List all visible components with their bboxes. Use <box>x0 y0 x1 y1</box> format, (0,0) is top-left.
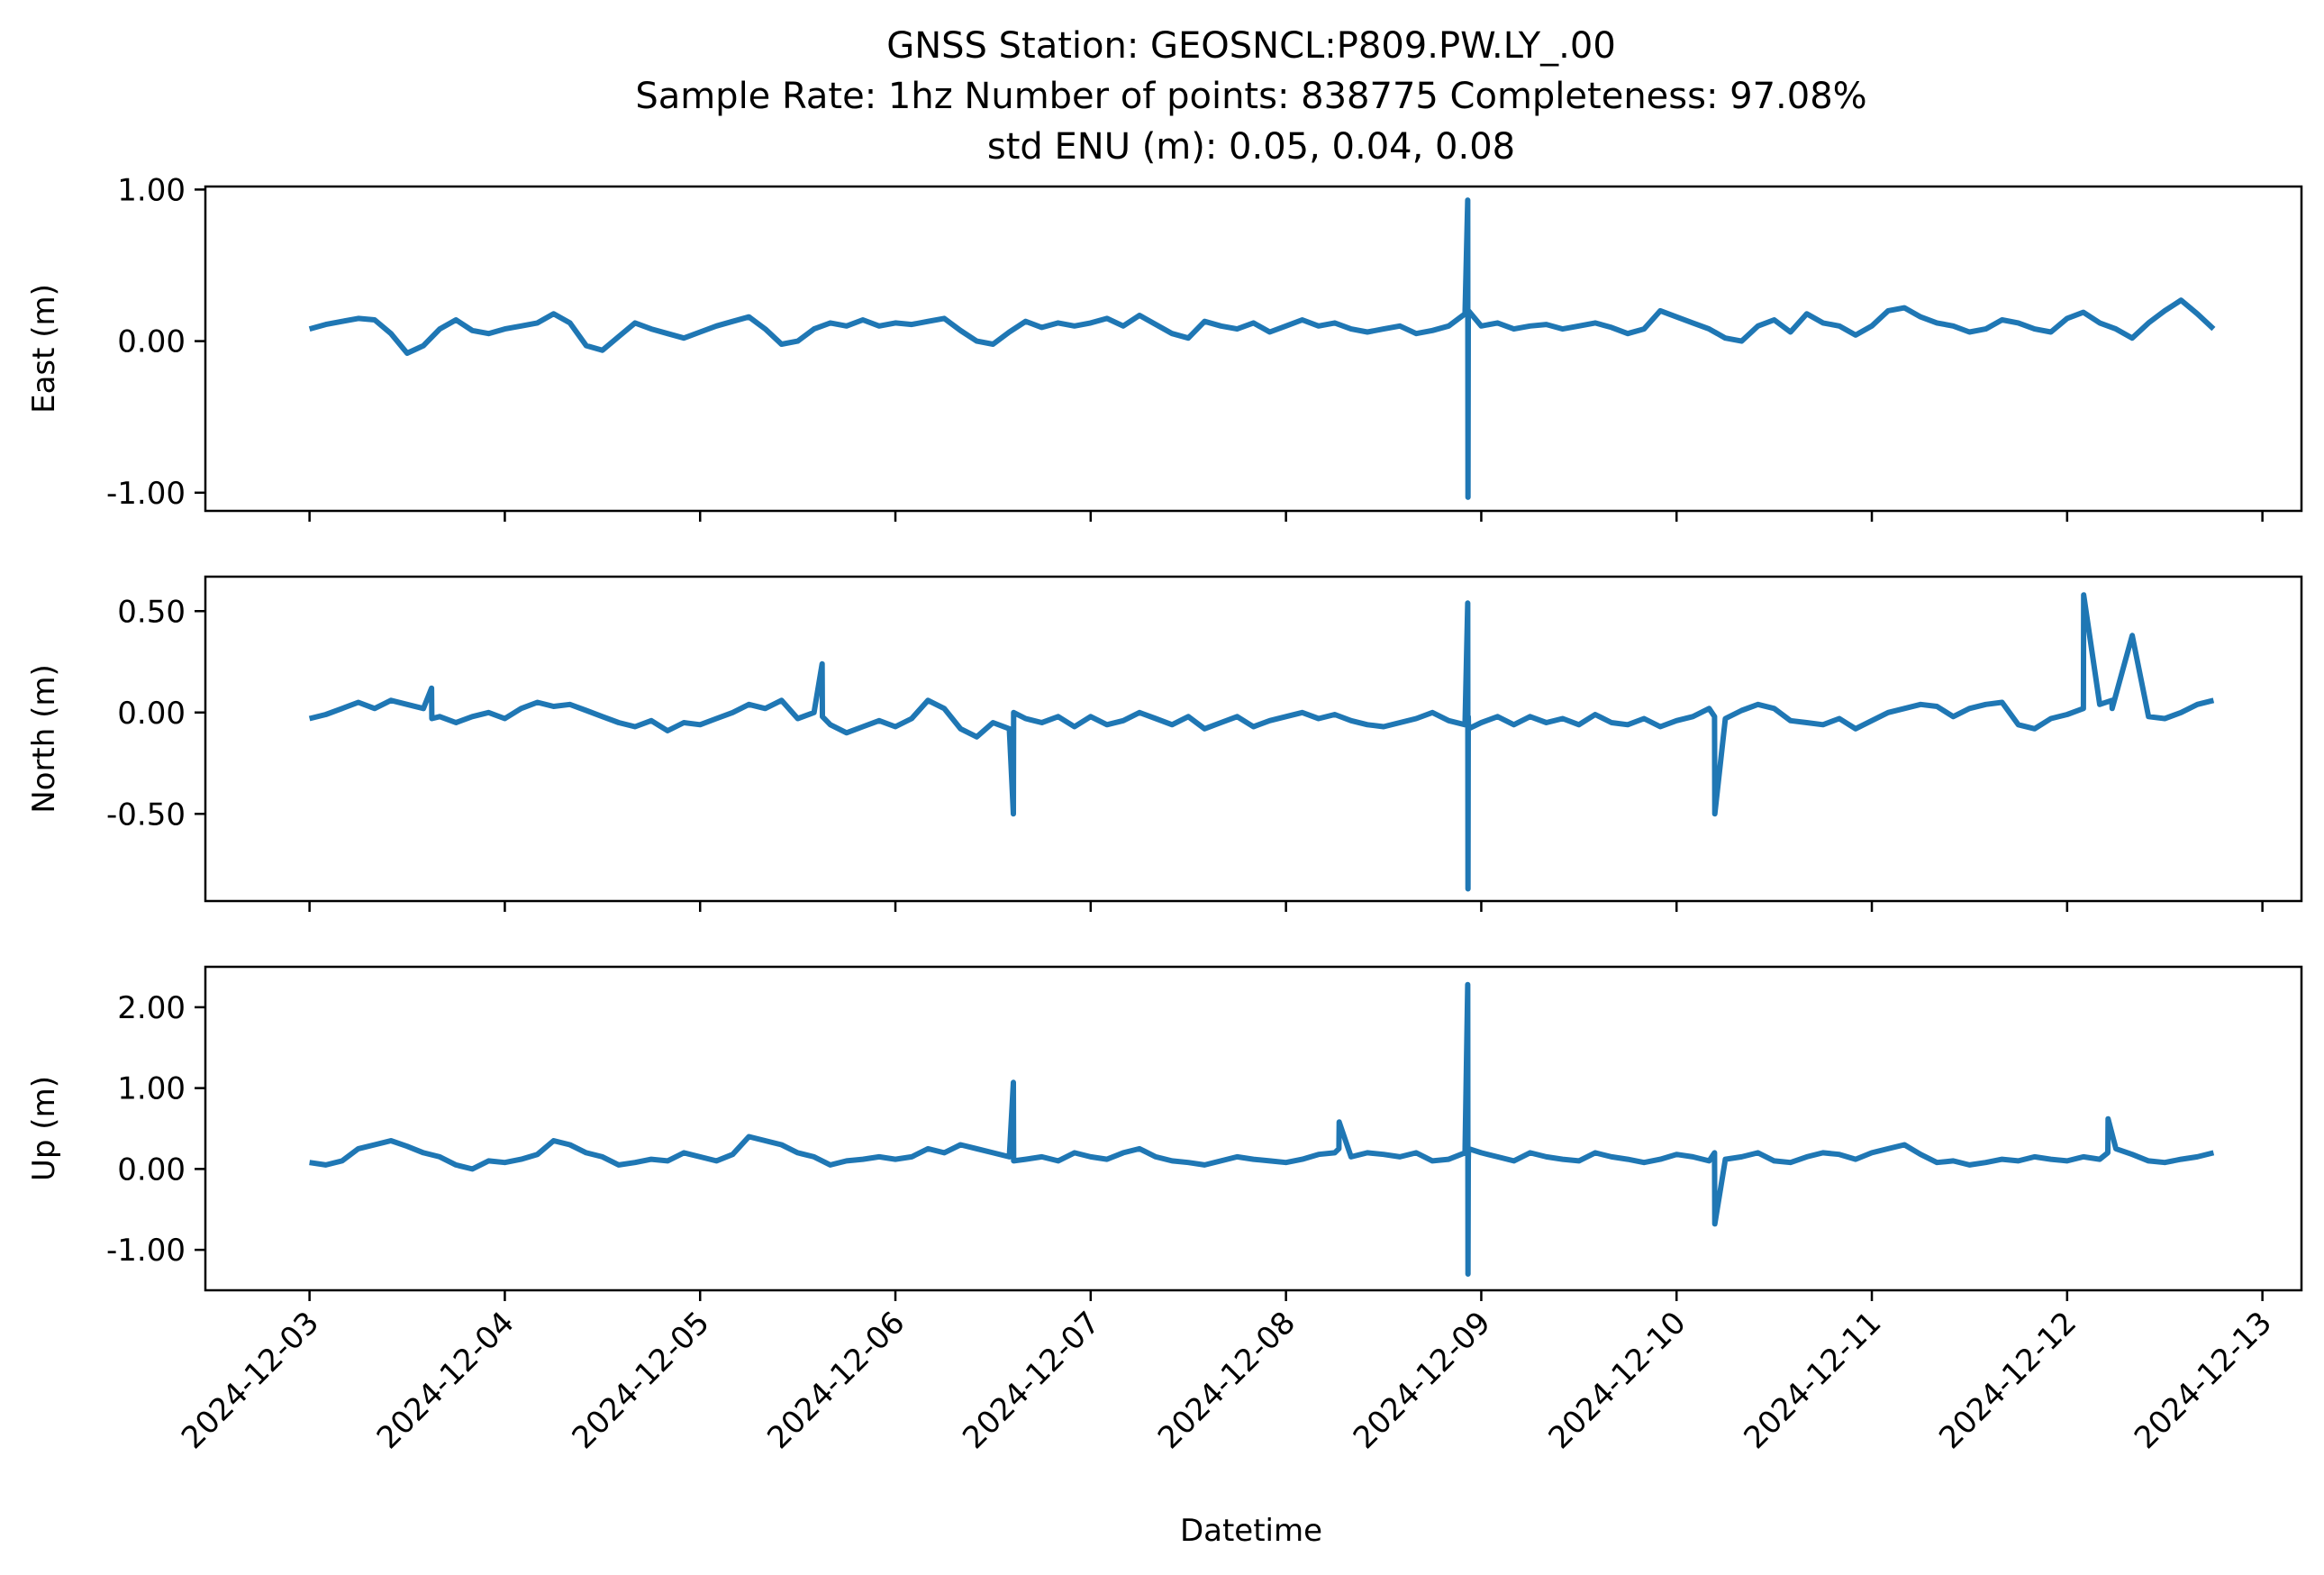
up-y-tick-label: 0.00 <box>117 1152 186 1188</box>
x-tick-label: 2024-12-11 <box>1737 1305 1888 1456</box>
east-y-tick-label: 1.00 <box>117 172 186 208</box>
east-panel: -1.00 0.00 1.00 East (m) <box>26 172 2303 522</box>
north-y-tick-label: -0.50 <box>106 797 186 833</box>
x-tick-label: 2024-12-03 <box>175 1305 326 1456</box>
chart-title-line-2: Sample Rate: 1hz Number of points: 83877… <box>635 76 1866 117</box>
x-tick-label: 2024-12-09 <box>1347 1305 1498 1456</box>
east-y-tick-label: -1.00 <box>106 476 186 512</box>
x-tick-label: 2024-12-04 <box>370 1305 522 1456</box>
chart-title-line-3: std ENU (m): 0.05, 0.04, 0.08 <box>987 126 1515 168</box>
up-panel: -1.00 0.00 1.00 2.00 Up (m) <box>26 965 2303 1301</box>
x-tick-labels: 2024-12-03 2024-12-04 2024-12-05 2024-12-06… <box>175 1305 2279 1456</box>
x-tick-label: 2024-12-12 <box>1932 1305 2083 1456</box>
east-series-line <box>308 197 2216 500</box>
north-y-tick-label: 0.00 <box>117 696 186 732</box>
chart-title-line-1: GNSS Station: GEOSNCL:P809.PW.LY_.00 <box>886 25 1616 67</box>
x-tick-label: 2024-12-08 <box>1151 1305 1303 1456</box>
up-y-axis-label: Up (m) <box>26 1076 62 1181</box>
up-y-tick-label: -1.00 <box>106 1233 186 1269</box>
east-axes-frame <box>204 185 2303 513</box>
north-y-tick-label: 0.50 <box>117 594 186 630</box>
x-tick-label: 2024-12-07 <box>956 1305 1107 1456</box>
up-series-line <box>309 981 2215 1277</box>
up-y-tick-label: 1.00 <box>117 1071 186 1107</box>
x-tick-label: 2024-12-13 <box>2128 1305 2279 1456</box>
up-y-tick-label: 2.00 <box>117 990 186 1026</box>
north-series-line <box>308 592 2215 892</box>
x-tick-label: 2024-12-10 <box>1542 1305 1693 1456</box>
east-y-tick-label: 0.00 <box>117 324 186 360</box>
east-y-axis-label: East (m) <box>26 284 62 414</box>
x-tick-label: 2024-12-06 <box>760 1305 912 1456</box>
up-axes-frame <box>204 965 2303 1292</box>
x-tick-label: 2024-12-05 <box>566 1305 717 1456</box>
north-y-axis-label: North (m) <box>26 664 62 814</box>
x-axis-label: Datetime <box>1180 1513 1322 1549</box>
north-panel: -0.50 0.00 0.50 North (m) <box>26 575 2303 912</box>
north-axes-frame <box>204 575 2303 903</box>
